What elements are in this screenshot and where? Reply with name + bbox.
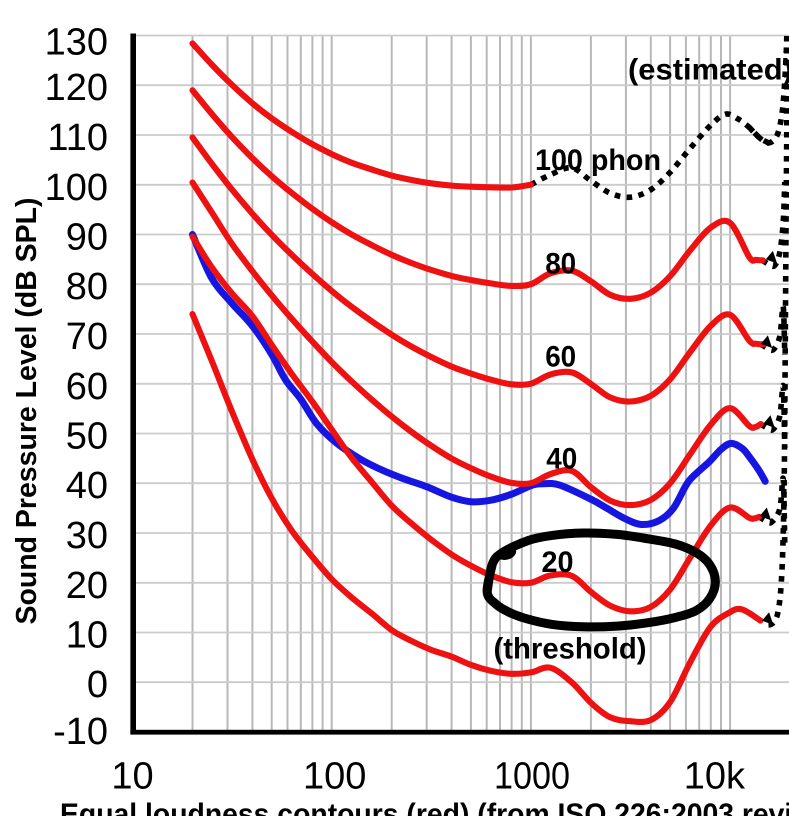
svg-text:100: 100 [45,167,108,209]
svg-text:80: 80 [66,266,108,308]
svg-text:20: 20 [66,565,108,607]
svg-text:120: 120 [45,67,108,109]
svg-text:110: 110 [47,117,108,159]
svg-text:10: 10 [66,615,108,657]
svg-text:70: 70 [66,316,108,358]
svg-text:40: 40 [66,465,108,507]
svg-text:60: 60 [66,366,108,408]
svg-text:100: 100 [303,756,366,798]
svg-text:90: 90 [66,217,108,259]
svg-text:-10: -10 [53,711,108,753]
svg-text:0: 0 [87,664,108,706]
svg-text:10k: 10k [684,756,746,798]
svg-text:1000: 1000 [494,756,570,798]
svg-text:80: 80 [545,247,576,280]
svg-text:30: 30 [66,515,108,557]
svg-text:40: 40 [546,443,577,476]
svg-text:Sound Pressure Level (dB SPL): Sound Pressure Level (dB SPL) [11,198,43,625]
svg-text:100 phon: 100 phon [535,144,661,177]
svg-text:10: 10 [111,756,153,798]
svg-text:60: 60 [545,341,576,374]
svg-text:20: 20 [542,546,574,579]
svg-text:50: 50 [66,416,108,458]
svg-text:(threshold): (threshold) [494,633,647,666]
svg-text:130: 130 [45,22,108,64]
svg-text:Equal loudness contours (red): Equal loudness contours (red) (from ISO … [60,798,789,816]
svg-text:(estimated): (estimated) [628,53,789,86]
